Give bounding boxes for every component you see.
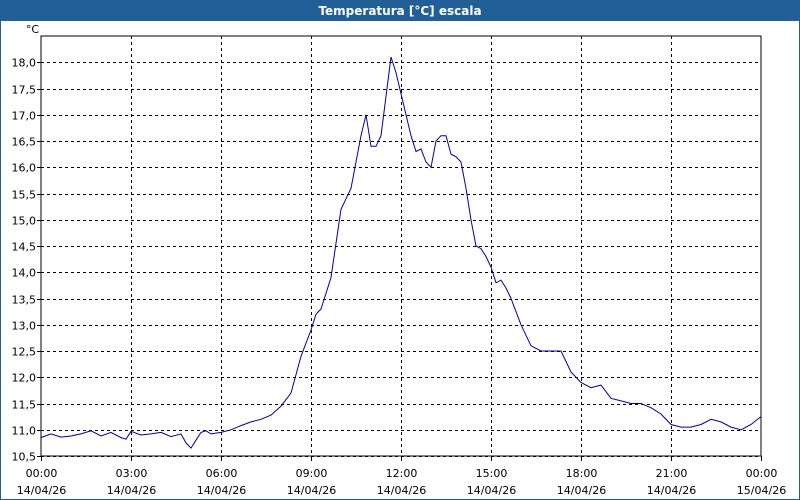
y-tick-label: 16,0 [12,162,37,175]
temperature-series-line [40,56,762,449]
y-tick-label: 12,0 [12,372,37,385]
x-tick-date-label: 14/04/26 [647,484,696,497]
y-tick-label: 15,5 [12,189,37,202]
window-title: Temperatura [°C] escala [1,1,799,21]
x-tick-time-label: 00:00 [746,467,778,480]
x-tick-time-label: 15:00 [476,467,508,480]
x-tick-date-label: 14/04/26 [287,484,336,497]
x-tick-time-label: 06:00 [206,467,238,480]
y-tick-label: 13,0 [12,320,37,333]
x-tick-time-label: 18:00 [566,467,598,480]
y-tick-label: 13,5 [12,294,37,307]
y-tick-label: 11,0 [12,425,37,438]
x-tick-time-label: 00:00 [26,467,58,480]
y-tick-label: 12,5 [12,346,37,359]
y-tick-label: 14,5 [12,241,37,254]
x-tick-date-label: 14/04/26 [377,484,426,497]
temperature-chart: 10,5 11,0 11,5 12,0 12,5 13,0 13,5 14,0 14,5 15,0… [12,23,787,497]
x-tick-date-label: 14/04/26 [557,484,606,497]
x-tick-date-label: 14/04/26 [467,484,516,497]
x-tick-time-label: 21:00 [656,467,688,480]
y-tick-label: 17,0 [12,110,37,123]
x-tick-date-label: 14/04/26 [107,484,156,497]
y-tick-label: 16,5 [12,136,37,149]
y-tick-label: 17,5 [12,84,37,97]
x-tick-date-label: 14/04/26 [197,484,246,497]
x-tick-date-label: 14/04/26 [17,484,66,497]
y-tick-label: 11,5 [12,399,37,412]
y-tick-label: 14,0 [12,267,37,280]
y-tick-label: 15,0 [12,215,37,228]
y-axis-unit-label: °C [26,23,40,36]
x-tick-date-label: 15/04/26 [737,484,786,497]
x-tick-time-label: 03:00 [116,467,148,480]
y-tick-label: 18,0 [12,57,37,70]
x-tick-time-label: 12:00 [386,467,418,480]
y-tick-label: 10,5 [12,451,37,464]
x-tick-time-label: 09:00 [296,467,328,480]
